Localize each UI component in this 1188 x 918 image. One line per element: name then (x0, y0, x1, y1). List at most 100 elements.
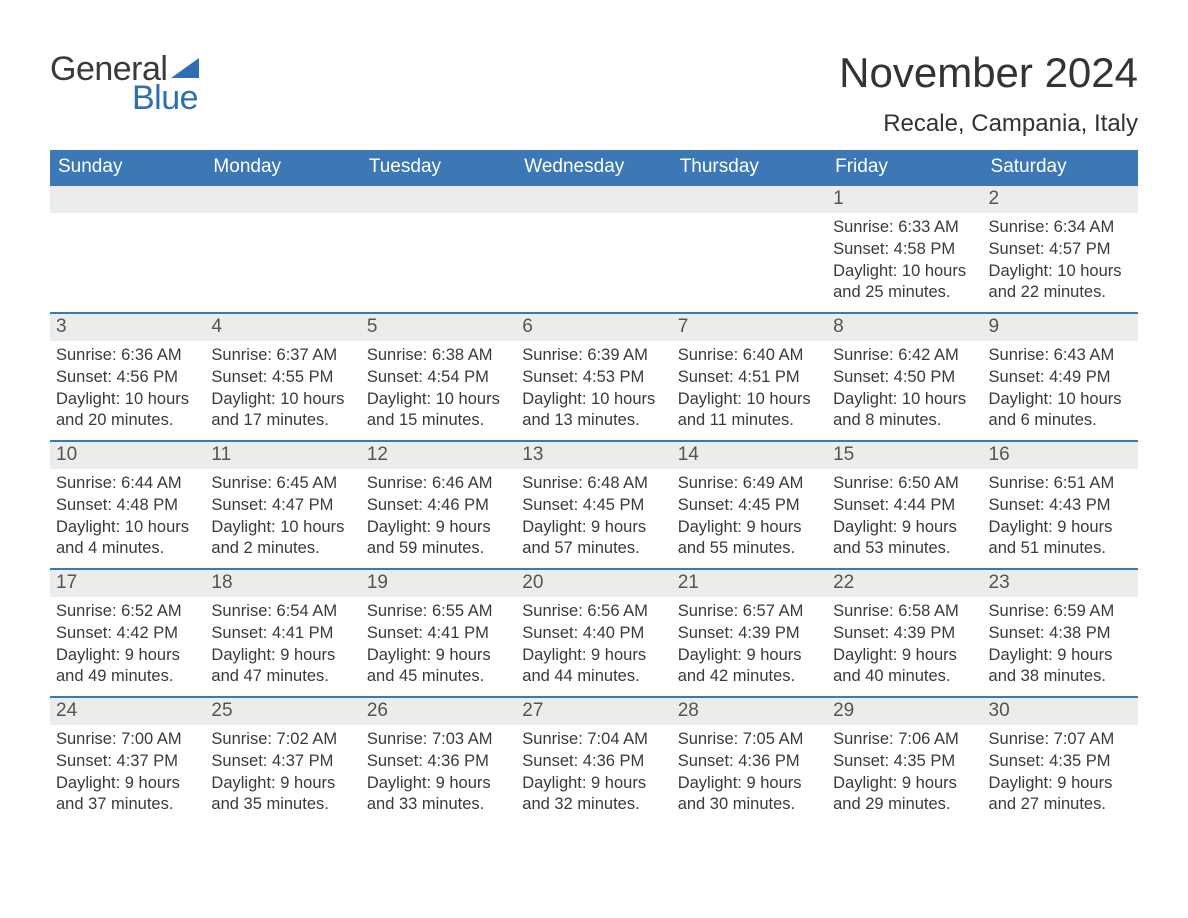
day-body: Sunrise: 6:57 AMSunset: 4:39 PMDaylight:… (672, 597, 827, 694)
sunrise-text: Sunrise: 7:07 AM (989, 729, 1132, 751)
sunrise-text: Sunrise: 6:52 AM (56, 601, 199, 623)
daylight-text: Daylight: 9 hours and 29 minutes. (833, 773, 976, 817)
day-body: Sunrise: 6:33 AMSunset: 4:58 PMDaylight:… (827, 213, 982, 310)
sunset-text: Sunset: 4:57 PM (989, 239, 1132, 261)
day-cell: 22Sunrise: 6:58 AMSunset: 4:39 PMDayligh… (827, 570, 982, 696)
sunrise-text: Sunrise: 6:58 AM (833, 601, 976, 623)
day-cell: 14Sunrise: 6:49 AMSunset: 4:45 PMDayligh… (672, 442, 827, 568)
day-body: Sunrise: 7:02 AMSunset: 4:37 PMDaylight:… (205, 725, 360, 822)
day-number: 7 (672, 314, 827, 341)
sunrise-text: Sunrise: 6:55 AM (367, 601, 510, 623)
daylight-text: Daylight: 9 hours and 47 minutes. (211, 645, 354, 689)
day-body: Sunrise: 6:54 AMSunset: 4:41 PMDaylight:… (205, 597, 360, 694)
sunset-text: Sunset: 4:55 PM (211, 367, 354, 389)
day-number (361, 186, 516, 213)
day-number: 11 (205, 442, 360, 469)
day-body: Sunrise: 6:42 AMSunset: 4:50 PMDaylight:… (827, 341, 982, 438)
sunrise-text: Sunrise: 6:54 AM (211, 601, 354, 623)
sunrise-text: Sunrise: 6:37 AM (211, 345, 354, 367)
day-cell: 20Sunrise: 6:56 AMSunset: 4:40 PMDayligh… (516, 570, 671, 696)
daylight-text: Daylight: 9 hours and 59 minutes. (367, 517, 510, 561)
day-number: 13 (516, 442, 671, 469)
day-number: 17 (50, 570, 205, 597)
day-cell (672, 186, 827, 312)
day-number: 19 (361, 570, 516, 597)
sunset-text: Sunset: 4:54 PM (367, 367, 510, 389)
day-body: Sunrise: 6:49 AMSunset: 4:45 PMDaylight:… (672, 469, 827, 566)
daylight-text: Daylight: 9 hours and 42 minutes. (678, 645, 821, 689)
day-number: 15 (827, 442, 982, 469)
daylight-text: Daylight: 9 hours and 45 minutes. (367, 645, 510, 689)
day-cell: 8Sunrise: 6:42 AMSunset: 4:50 PMDaylight… (827, 314, 982, 440)
logo: General Blue (50, 50, 205, 118)
sunset-text: Sunset: 4:40 PM (522, 623, 665, 645)
sunrise-text: Sunrise: 7:06 AM (833, 729, 976, 751)
sunset-text: Sunset: 4:41 PM (211, 623, 354, 645)
sunset-text: Sunset: 4:45 PM (678, 495, 821, 517)
day-body: Sunrise: 6:34 AMSunset: 4:57 PMDaylight:… (983, 213, 1138, 310)
sunset-text: Sunset: 4:45 PM (522, 495, 665, 517)
day-body (205, 213, 360, 223)
day-cell: 4Sunrise: 6:37 AMSunset: 4:55 PMDaylight… (205, 314, 360, 440)
daylight-text: Daylight: 9 hours and 40 minutes. (833, 645, 976, 689)
daylight-text: Daylight: 10 hours and 6 minutes. (989, 389, 1132, 433)
sunset-text: Sunset: 4:42 PM (56, 623, 199, 645)
day-cell: 28Sunrise: 7:05 AMSunset: 4:36 PMDayligh… (672, 698, 827, 824)
day-cell: 9Sunrise: 6:43 AMSunset: 4:49 PMDaylight… (983, 314, 1138, 440)
day-body: Sunrise: 6:36 AMSunset: 4:56 PMDaylight:… (50, 341, 205, 438)
logo-word-blue: Blue (132, 79, 205, 118)
day-body: Sunrise: 6:50 AMSunset: 4:44 PMDaylight:… (827, 469, 982, 566)
daylight-text: Daylight: 9 hours and 27 minutes. (989, 773, 1132, 817)
sunset-text: Sunset: 4:50 PM (833, 367, 976, 389)
daylight-text: Daylight: 9 hours and 33 minutes. (367, 773, 510, 817)
month-title: November 2024 (839, 50, 1138, 96)
day-number: 10 (50, 442, 205, 469)
daylight-text: Daylight: 9 hours and 32 minutes. (522, 773, 665, 817)
day-number: 27 (516, 698, 671, 725)
sunrise-text: Sunrise: 7:02 AM (211, 729, 354, 751)
day-body: Sunrise: 7:03 AMSunset: 4:36 PMDaylight:… (361, 725, 516, 822)
day-number: 26 (361, 698, 516, 725)
day-number (205, 186, 360, 213)
day-cell: 15Sunrise: 6:50 AMSunset: 4:44 PMDayligh… (827, 442, 982, 568)
day-number: 12 (361, 442, 516, 469)
weekday-cell: Wednesday (516, 150, 671, 184)
day-number: 2 (983, 186, 1138, 213)
sunset-text: Sunset: 4:37 PM (56, 751, 199, 773)
sunrise-text: Sunrise: 6:40 AM (678, 345, 821, 367)
daylight-text: Daylight: 10 hours and 25 minutes. (833, 261, 976, 305)
daylight-text: Daylight: 10 hours and 15 minutes. (367, 389, 510, 433)
sunset-text: Sunset: 4:39 PM (833, 623, 976, 645)
day-body: Sunrise: 7:07 AMSunset: 4:35 PMDaylight:… (983, 725, 1138, 822)
day-body: Sunrise: 6:48 AMSunset: 4:45 PMDaylight:… (516, 469, 671, 566)
day-cell: 1Sunrise: 6:33 AMSunset: 4:58 PMDaylight… (827, 186, 982, 312)
day-cell: 30Sunrise: 7:07 AMSunset: 4:35 PMDayligh… (983, 698, 1138, 824)
day-body: Sunrise: 6:39 AMSunset: 4:53 PMDaylight:… (516, 341, 671, 438)
day-number: 23 (983, 570, 1138, 597)
weekday-cell: Sunday (50, 150, 205, 184)
day-number (516, 186, 671, 213)
sunrise-text: Sunrise: 6:56 AM (522, 601, 665, 623)
day-body: Sunrise: 6:45 AMSunset: 4:47 PMDaylight:… (205, 469, 360, 566)
sunset-text: Sunset: 4:36 PM (522, 751, 665, 773)
day-cell: 6Sunrise: 6:39 AMSunset: 4:53 PMDaylight… (516, 314, 671, 440)
daylight-text: Daylight: 9 hours and 55 minutes. (678, 517, 821, 561)
day-body: Sunrise: 6:37 AMSunset: 4:55 PMDaylight:… (205, 341, 360, 438)
week-row: 10Sunrise: 6:44 AMSunset: 4:48 PMDayligh… (50, 440, 1138, 568)
day-number: 1 (827, 186, 982, 213)
day-cell: 25Sunrise: 7:02 AMSunset: 4:37 PMDayligh… (205, 698, 360, 824)
sunset-text: Sunset: 4:37 PM (211, 751, 354, 773)
day-body: Sunrise: 6:59 AMSunset: 4:38 PMDaylight:… (983, 597, 1138, 694)
day-body: Sunrise: 6:51 AMSunset: 4:43 PMDaylight:… (983, 469, 1138, 566)
day-body (361, 213, 516, 223)
sunrise-text: Sunrise: 6:44 AM (56, 473, 199, 495)
daylight-text: Daylight: 10 hours and 20 minutes. (56, 389, 199, 433)
day-cell: 13Sunrise: 6:48 AMSunset: 4:45 PMDayligh… (516, 442, 671, 568)
day-number: 18 (205, 570, 360, 597)
sunset-text: Sunset: 4:35 PM (833, 751, 976, 773)
week-row: 24Sunrise: 7:00 AMSunset: 4:37 PMDayligh… (50, 696, 1138, 824)
sunset-text: Sunset: 4:38 PM (989, 623, 1132, 645)
sunrise-text: Sunrise: 6:50 AM (833, 473, 976, 495)
day-cell: 10Sunrise: 6:44 AMSunset: 4:48 PMDayligh… (50, 442, 205, 568)
daylight-text: Daylight: 9 hours and 37 minutes. (56, 773, 199, 817)
